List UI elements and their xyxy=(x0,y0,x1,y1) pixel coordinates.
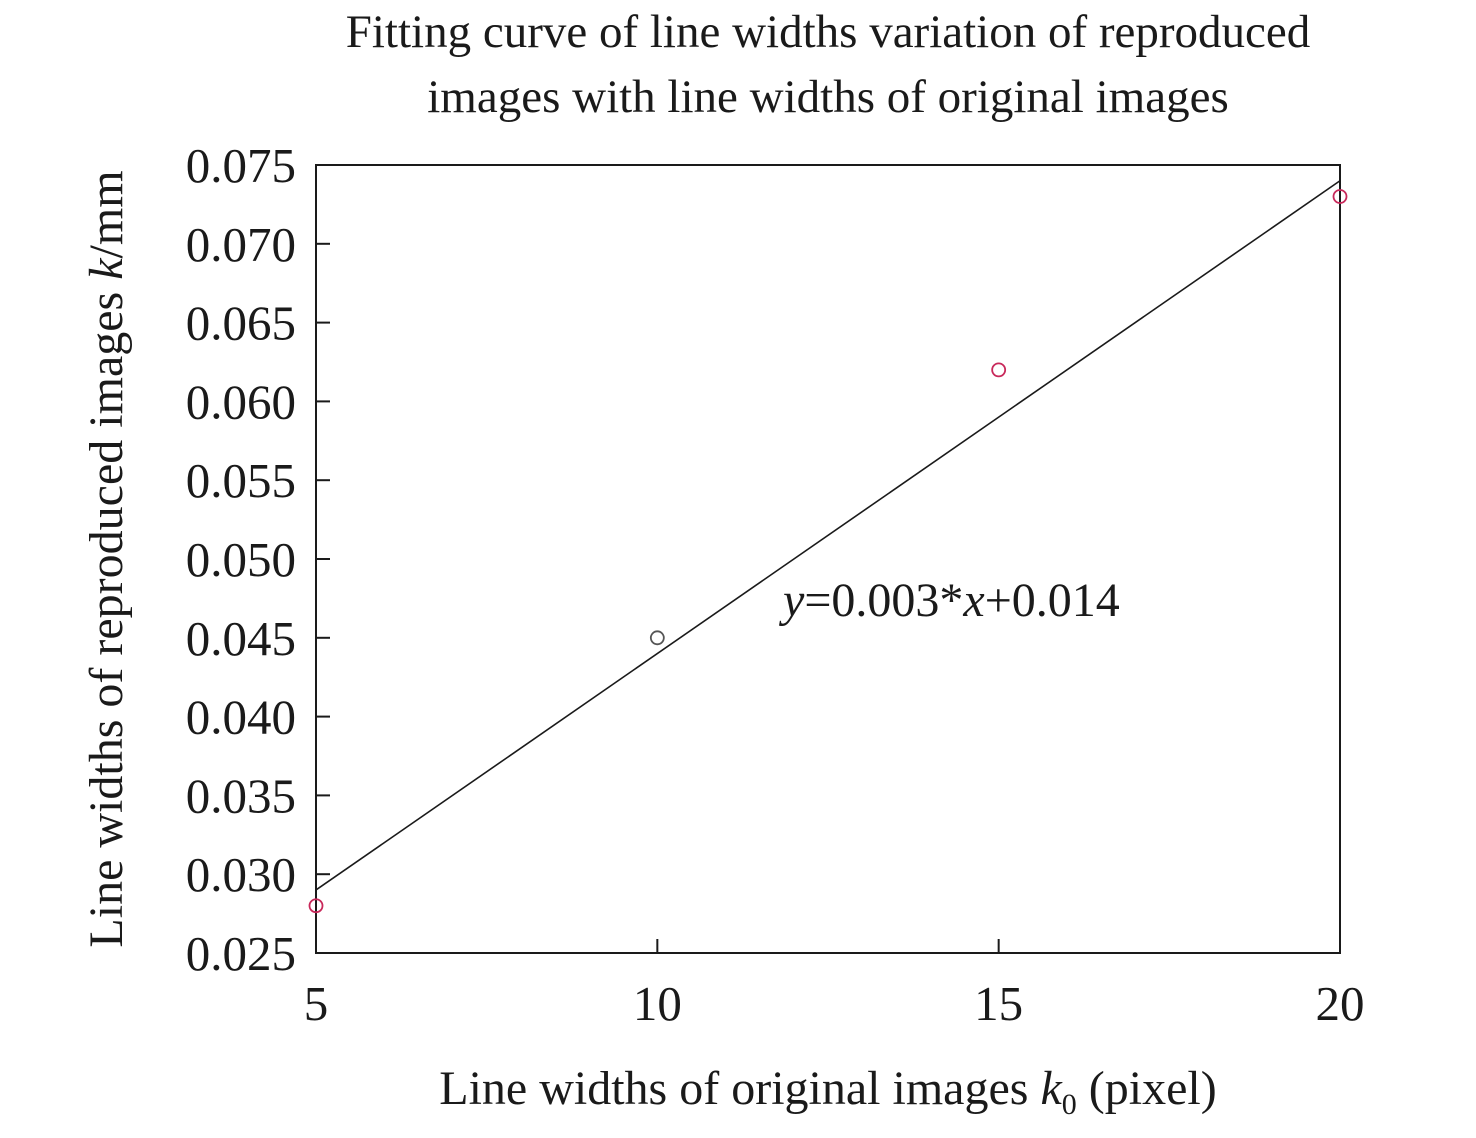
y-tick-label: 0.075 xyxy=(186,138,296,193)
y-tick-label: 0.045 xyxy=(186,611,296,666)
y-axis-label: Line widths of reproduced images k/mm xyxy=(80,170,133,947)
x-axis-label: Line widths of original images k0 (pixel… xyxy=(439,1062,1216,1121)
x-axis-label-prefix: Line widths of original images xyxy=(439,1062,1040,1115)
y-axis: 0.025 0.030 0.035 0.040 0.045 0.050 0.055 0.060… xyxy=(186,138,330,981)
y-tick-label: 0.025 xyxy=(186,926,296,981)
data-point xyxy=(649,630,665,646)
y-tick-label: 0.060 xyxy=(186,374,296,429)
fit-line xyxy=(315,180,1341,891)
fit-equation-part-1: =0.003* xyxy=(804,574,963,627)
x-axis-label-suffix: (pixel) xyxy=(1077,1062,1217,1115)
fit-equation: y=0.003*x+0.014 xyxy=(778,574,1120,627)
plot-frame xyxy=(315,164,1341,954)
y-axis-label-prefix: Line widths of reproduced images xyxy=(80,280,133,948)
scatter-points xyxy=(308,189,1348,914)
x-axis-label-subscript: 0 xyxy=(1062,1088,1077,1121)
y-tick-label: 0.055 xyxy=(186,453,296,508)
fit-equation-x-var: x xyxy=(962,574,984,627)
chart-title-line-2: images with line widths of original imag… xyxy=(427,71,1228,123)
x-tick-label: 15 xyxy=(974,976,1023,1031)
data-point xyxy=(991,362,1007,378)
x-tick-label: 5 xyxy=(304,976,329,1031)
y-tick-label: 0.035 xyxy=(186,768,296,823)
fit-line-layer xyxy=(315,180,1341,891)
fit-equation-part-2: +0.014 xyxy=(985,574,1120,627)
y-tick-label: 0.065 xyxy=(186,296,296,351)
x-axis: 5 10 15 20 xyxy=(304,939,1365,1031)
y-axis-label-suffix: /mm xyxy=(80,170,133,258)
x-axis-label-var: k xyxy=(1040,1062,1063,1115)
y-tick-label: 0.070 xyxy=(186,217,296,272)
chart-title-line-1: Fitting curve of line widths variation o… xyxy=(346,6,1311,58)
data-point xyxy=(308,898,324,914)
fit-equation-y-var: y xyxy=(778,574,805,627)
y-tick-label: 0.040 xyxy=(186,690,296,745)
x-tick-label: 20 xyxy=(1316,976,1365,1031)
y-tick-label: 0.030 xyxy=(186,847,296,902)
y-tick-label: 0.050 xyxy=(186,532,296,587)
y-axis-label-var: k xyxy=(80,257,133,280)
data-point xyxy=(1332,189,1348,204)
x-tick-label: 10 xyxy=(633,976,682,1031)
